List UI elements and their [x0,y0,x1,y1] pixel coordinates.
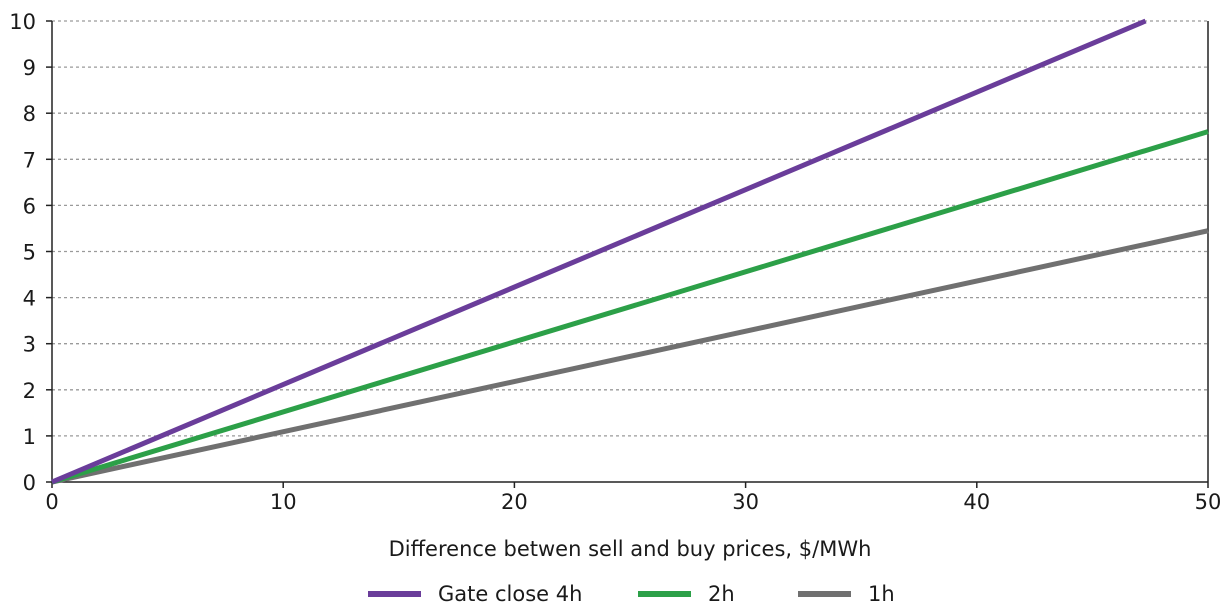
y-tick-label-7: 7 [23,148,36,172]
x-tick-label-4: 40 [963,490,990,514]
grid-lines [52,20,1208,437]
y-tick-label-2: 2 [23,379,36,403]
x-tick-label-5: 50 [1195,490,1222,514]
x-tick-labels: 0 10 20 30 40 50 [45,490,1221,514]
y-tick-label-5: 5 [23,241,36,265]
legend-label-2: 1h [868,582,895,603]
y-tick-label-6: 6 [23,194,36,218]
legend: Gate close 4h 2h 1h [368,582,895,603]
series-lines [51,18,1209,485]
y-tick-label-10: 10 [9,10,36,34]
y-tick-label-8: 8 [23,102,36,126]
y-tick-label-9: 9 [23,56,36,80]
legend-label-0: Gate close 4h [438,582,582,603]
series-line-0 [51,18,1147,485]
series-line-1 [51,129,1209,485]
x-tick-label-1: 10 [270,490,297,514]
x-axis-label: Difference betwen sell and buy prices, $… [389,537,872,561]
axes [46,20,1209,488]
y-tick-label-0: 0 [23,471,36,495]
x-tick-label-3: 30 [732,490,759,514]
legend-label-1: 2h [708,582,735,603]
x-tick-label-2: 20 [501,490,528,514]
y-tick-label-1: 1 [23,425,36,449]
series-line-2 [51,228,1209,485]
y-tick-label-3: 3 [23,333,36,357]
x-tick-label-0: 0 [45,490,58,514]
y-tick-labels: 0 1 2 3 4 5 6 7 8 9 10 [9,10,36,495]
y-tick-label-4: 4 [23,287,36,311]
